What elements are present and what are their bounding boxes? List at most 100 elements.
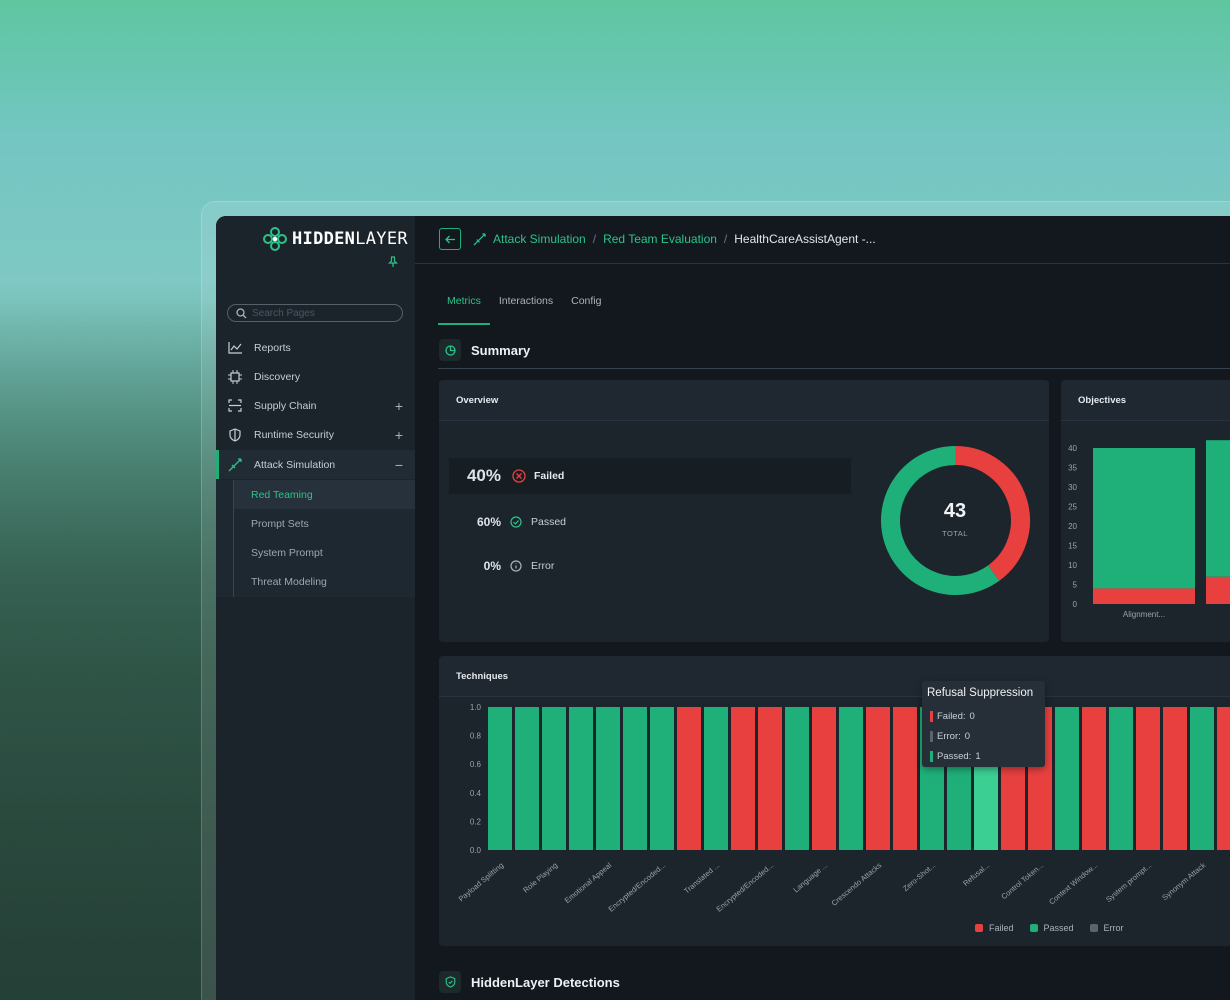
tab-interactions[interactable]: Interactions: [498, 295, 554, 307]
expand-plus-icon[interactable]: +: [394, 426, 403, 443]
bar-failed: [1093, 588, 1195, 604]
breadcrumb-attack-simulation[interactable]: Attack Simulation: [493, 232, 586, 246]
legend-swatch: [975, 924, 983, 932]
donut-total-label: TOTAL: [942, 529, 968, 538]
pin-icon[interactable]: [388, 256, 398, 268]
bar-passed: [569, 707, 593, 850]
passed-label: Passed: [531, 516, 567, 528]
legend-swatch: [1029, 924, 1038, 932]
sidebar-item-attack-simulation[interactable]: Attack Simulation −: [216, 450, 415, 479]
y-tick-label: 10: [1068, 561, 1077, 570]
sidebar-item-supply-chain[interactable]: Supply Chain +: [216, 391, 415, 420]
sidebar-item-runtime-security[interactable]: Runtime Security +: [216, 420, 415, 449]
detections-heading: HiddenLayer Detections: [439, 971, 620, 993]
y-tick-label: 5: [1073, 581, 1078, 590]
legend-item-failed[interactable]: Failed: [975, 923, 1014, 933]
legend-label: Failed: [989, 923, 1014, 933]
breadcrumb-current: HealthCareAssistAgent -...: [734, 232, 876, 246]
sidebar-subitem-prompt-sets[interactable]: Prompt Sets: [234, 509, 415, 538]
overview-row-passed: 60% Passed: [449, 512, 566, 532]
bar-passed: [488, 707, 512, 850]
section-title: HiddenLayer Detections: [471, 974, 620, 990]
y-tick-label: 0.2: [470, 817, 482, 826]
tooltip-title: Refusal Suppression: [927, 687, 1034, 699]
shield-icon: [227, 427, 243, 443]
donut-chart: [881, 446, 1030, 595]
tooltip-row-failed: Failed: 0: [927, 706, 1040, 726]
bar-passed: [650, 707, 674, 850]
y-tick-label: 0.6: [470, 760, 482, 769]
y-tick-label: 20: [1068, 522, 1077, 531]
bar-failed: [866, 707, 890, 850]
collapse-minus-icon[interactable]: −: [394, 456, 403, 473]
x-tick-label: Zero-Shot...: [901, 861, 937, 893]
chip-icon: [227, 369, 243, 385]
logo[interactable]: HIDDENLAYER: [263, 227, 408, 251]
failed-percent: 40%: [466, 466, 501, 485]
search-icon: [236, 307, 247, 318]
sidebar-item-reports[interactable]: Reports: [216, 333, 415, 362]
bar-passed: [623, 707, 647, 850]
sidebar-subitem-threat-modeling[interactable]: Threat Modeling: [234, 567, 415, 596]
sidebar-item-discovery[interactable]: Discovery: [216, 362, 415, 391]
submenu-line: [233, 480, 234, 597]
bar-passed: [839, 707, 863, 850]
back-button[interactable]: [439, 228, 461, 250]
divider: [438, 368, 1230, 369]
tooltip-value: 0: [964, 730, 971, 742]
tab-config[interactable]: Config: [571, 295, 602, 307]
y-tick-label: 25: [1068, 503, 1077, 512]
donut-slice-failed: [955, 446, 1030, 581]
search-placeholder: Search Pages: [252, 307, 315, 319]
y-tick-label: 0.0: [470, 846, 482, 855]
tab-bar: Metrics Interactions Config: [438, 288, 610, 325]
x-tick-label: Encrypted/Encoded...: [607, 861, 668, 914]
app-window: HIDDENLAYER Search Pages Reports Discove…: [216, 216, 1230, 1000]
sword-icon: [473, 232, 486, 245]
bar-failed: [812, 707, 836, 850]
y-tick-label: 0.8: [470, 732, 482, 741]
bar-failed: [1163, 707, 1187, 850]
legend-item-passed[interactable]: Passed: [1029, 923, 1074, 933]
y-tick-label: 1.0: [470, 703, 482, 712]
y-tick-label: 35: [1068, 464, 1077, 473]
chart-legend: Failed Passed Error: [975, 923, 1124, 933]
sidebar-item-label: Attack Simulation: [254, 458, 336, 471]
card-title: Techniques: [439, 656, 1230, 697]
x-tick-label: Alignment...: [1123, 610, 1165, 619]
sidebar: HIDDENLAYER Search Pages Reports Discove…: [216, 216, 415, 1000]
sidebar-subitem-label: Threat Modeling: [251, 575, 327, 588]
bar-passed: [704, 707, 728, 850]
bar-passed: [596, 707, 620, 850]
sidebar-subitem-label: Prompt Sets: [251, 517, 309, 530]
expand-plus-icon[interactable]: +: [394, 397, 403, 414]
bar-failed: [677, 707, 701, 850]
overview-card: Overview: [439, 380, 1049, 642]
tooltip-label: Failed:: [937, 710, 966, 722]
tooltip-label: Passed:: [937, 750, 972, 762]
x-circle-icon: [512, 469, 526, 483]
pie-chart-icon: [439, 339, 461, 361]
error-percent: 0%: [483, 559, 501, 573]
x-tick-label: Synonym Attack: [1160, 860, 1207, 902]
tab-metrics[interactable]: Metrics: [438, 288, 490, 325]
sword-icon: [227, 457, 243, 473]
bar-passed: [542, 707, 566, 850]
sidebar-subitem-red-teaming[interactable]: Red Teaming: [234, 480, 415, 509]
breadcrumb-red-team-evaluation[interactable]: Red Team Evaluation: [603, 232, 717, 246]
header: Attack Simulation / Red Team Evaluation …: [415, 216, 1230, 264]
breadcrumb-separator: /: [592, 232, 597, 246]
y-tick-label: 15: [1068, 542, 1077, 551]
search-input[interactable]: Search Pages: [227, 304, 403, 322]
x-tick-label: Emotional Appeal: [563, 860, 614, 905]
x-tick-label: Refusal...: [961, 861, 991, 888]
x-tick-label: Payload Splitting: [457, 861, 506, 904]
breadcrumb-separator: /: [723, 232, 728, 246]
y-tick-label: 0.4: [470, 789, 482, 798]
x-tick-label: Role Playing: [521, 861, 559, 895]
bar-failed: [731, 707, 755, 850]
info-circle-icon: [510, 560, 522, 572]
legend-item-error[interactable]: Error: [1089, 923, 1124, 933]
sidebar-subitem-system-prompt[interactable]: System Prompt: [234, 538, 415, 567]
sidebar-subitem-label: System Prompt: [251, 546, 323, 559]
